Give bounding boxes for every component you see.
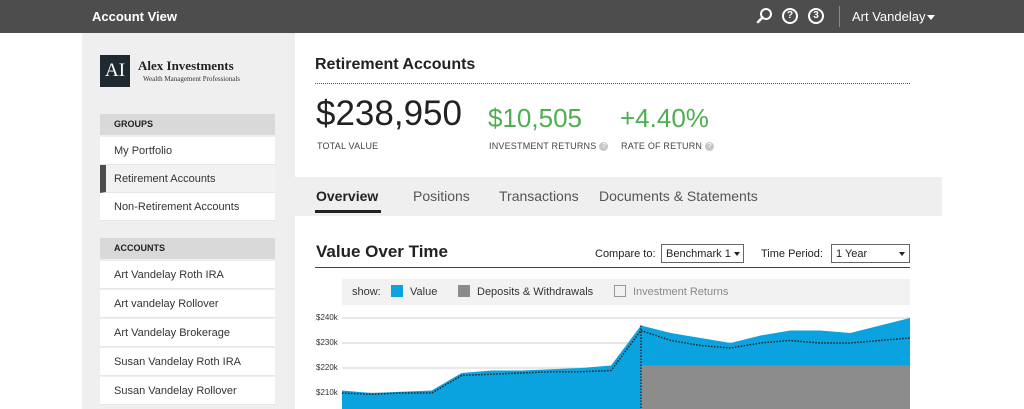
investment-returns-label-group: INVESTMENT RETURNS? bbox=[489, 141, 609, 151]
total-value-label: TOTAL VALUE bbox=[317, 141, 379, 151]
app-title: Account View bbox=[92, 9, 178, 24]
info-icon[interactable]: ? bbox=[599, 142, 609, 151]
rate-of-return-label-group: RATE OF RETURN? bbox=[621, 141, 715, 151]
chevron-down-icon bbox=[734, 252, 740, 256]
chevron-down-icon bbox=[899, 252, 905, 256]
rate-of-return-label: RATE OF RETURN bbox=[621, 141, 703, 151]
period-label: Time Period: bbox=[761, 248, 823, 260]
page-title: Retirement Accounts bbox=[315, 56, 476, 73]
tabs-bar bbox=[295, 177, 942, 216]
compare-label: Compare to: bbox=[595, 248, 656, 260]
investment-returns-value: $10,505 bbox=[488, 103, 582, 133]
title-divider bbox=[315, 83, 910, 84]
compare-select[interactable]: Benchmark 1 bbox=[661, 244, 744, 263]
info-icon[interactable]: ? bbox=[705, 142, 715, 151]
top-bar: Account View ? 3 Art Vandelay bbox=[0, 0, 1024, 33]
compare-select-value: Benchmark 1 bbox=[666, 248, 731, 260]
active-tab-indicator bbox=[315, 210, 381, 213]
legend-show-label: show: bbox=[352, 286, 381, 298]
period-select[interactable]: 1 Year bbox=[831, 244, 910, 263]
brand-tagline: Wealth Management Professionals bbox=[143, 75, 241, 83]
legend-value-label: Value bbox=[410, 286, 438, 298]
deposits-area bbox=[640, 365, 910, 409]
period-select-value: 1 Year bbox=[836, 248, 868, 260]
sidebar-account-item[interactable]: Art Vandelay Brokerage bbox=[100, 319, 275, 347]
y-tick-label: $230k bbox=[316, 338, 338, 347]
legend-investment-returns-label: Investment Returns bbox=[633, 286, 729, 298]
tab-overview[interactable]: Overview bbox=[316, 188, 379, 204]
legend-investment-returns-checkbox[interactable] bbox=[614, 285, 626, 297]
sidebar-account-item[interactable]: Art vandelay Rollover bbox=[100, 290, 275, 318]
topbar-divider bbox=[839, 6, 840, 27]
chart-title: Value Over Time bbox=[316, 242, 448, 261]
rate-of-return-value: +4.40% bbox=[620, 103, 709, 133]
chart-title-rule bbox=[315, 267, 910, 268]
sidebar-account-item[interactable]: Susan Vandelay Rollover bbox=[100, 377, 275, 405]
sidebar-item-my-portfolio[interactable]: My Portfolio bbox=[100, 137, 275, 165]
notifications-badge[interactable]: 3 bbox=[808, 8, 824, 24]
help-icon[interactable]: ? bbox=[782, 8, 798, 24]
benchmark-line bbox=[342, 329, 910, 396]
brand-logo: AI bbox=[100, 55, 130, 87]
investment-returns-label: INVESTMENT RETURNS bbox=[489, 141, 597, 151]
sidebar-item-retirement-accounts[interactable]: Retirement Accounts bbox=[100, 165, 275, 193]
legend-value-checkbox[interactable] bbox=[391, 285, 403, 297]
y-tick-label: $220k bbox=[316, 363, 338, 372]
sidebar-item-non-retirement-accounts[interactable]: Non-Retirement Accounts bbox=[100, 193, 275, 221]
legend-deposits-label: Deposits & Withdrawals bbox=[477, 286, 594, 298]
tab-documents-statements[interactable]: Documents & Statements bbox=[599, 188, 758, 204]
y-tick-label: $240k bbox=[316, 313, 338, 322]
legend-deposits-checkbox[interactable] bbox=[458, 285, 470, 297]
value-over-time-chart bbox=[342, 317, 910, 409]
accounts-header: ACCOUNTS bbox=[100, 238, 275, 259]
y-tick-label: $210k bbox=[316, 388, 338, 397]
sidebar-account-item[interactable]: Susan Vandelay Roth IRA bbox=[100, 348, 275, 376]
search-icon[interactable] bbox=[756, 7, 774, 30]
tab-transactions[interactable]: Transactions bbox=[499, 188, 579, 204]
total-value: $238,950 bbox=[316, 94, 462, 133]
tab-positions[interactable]: Positions bbox=[413, 188, 470, 204]
legend-bar bbox=[342, 279, 910, 305]
brand-name: Alex Investments bbox=[138, 58, 234, 73]
sidebar-account-item[interactable]: Art Vandelay Roth IRA bbox=[100, 261, 275, 289]
user-menu-caret-icon[interactable] bbox=[927, 15, 935, 20]
user-menu[interactable]: Art Vandelay bbox=[852, 9, 926, 24]
groups-header: GROUPS bbox=[100, 114, 275, 135]
